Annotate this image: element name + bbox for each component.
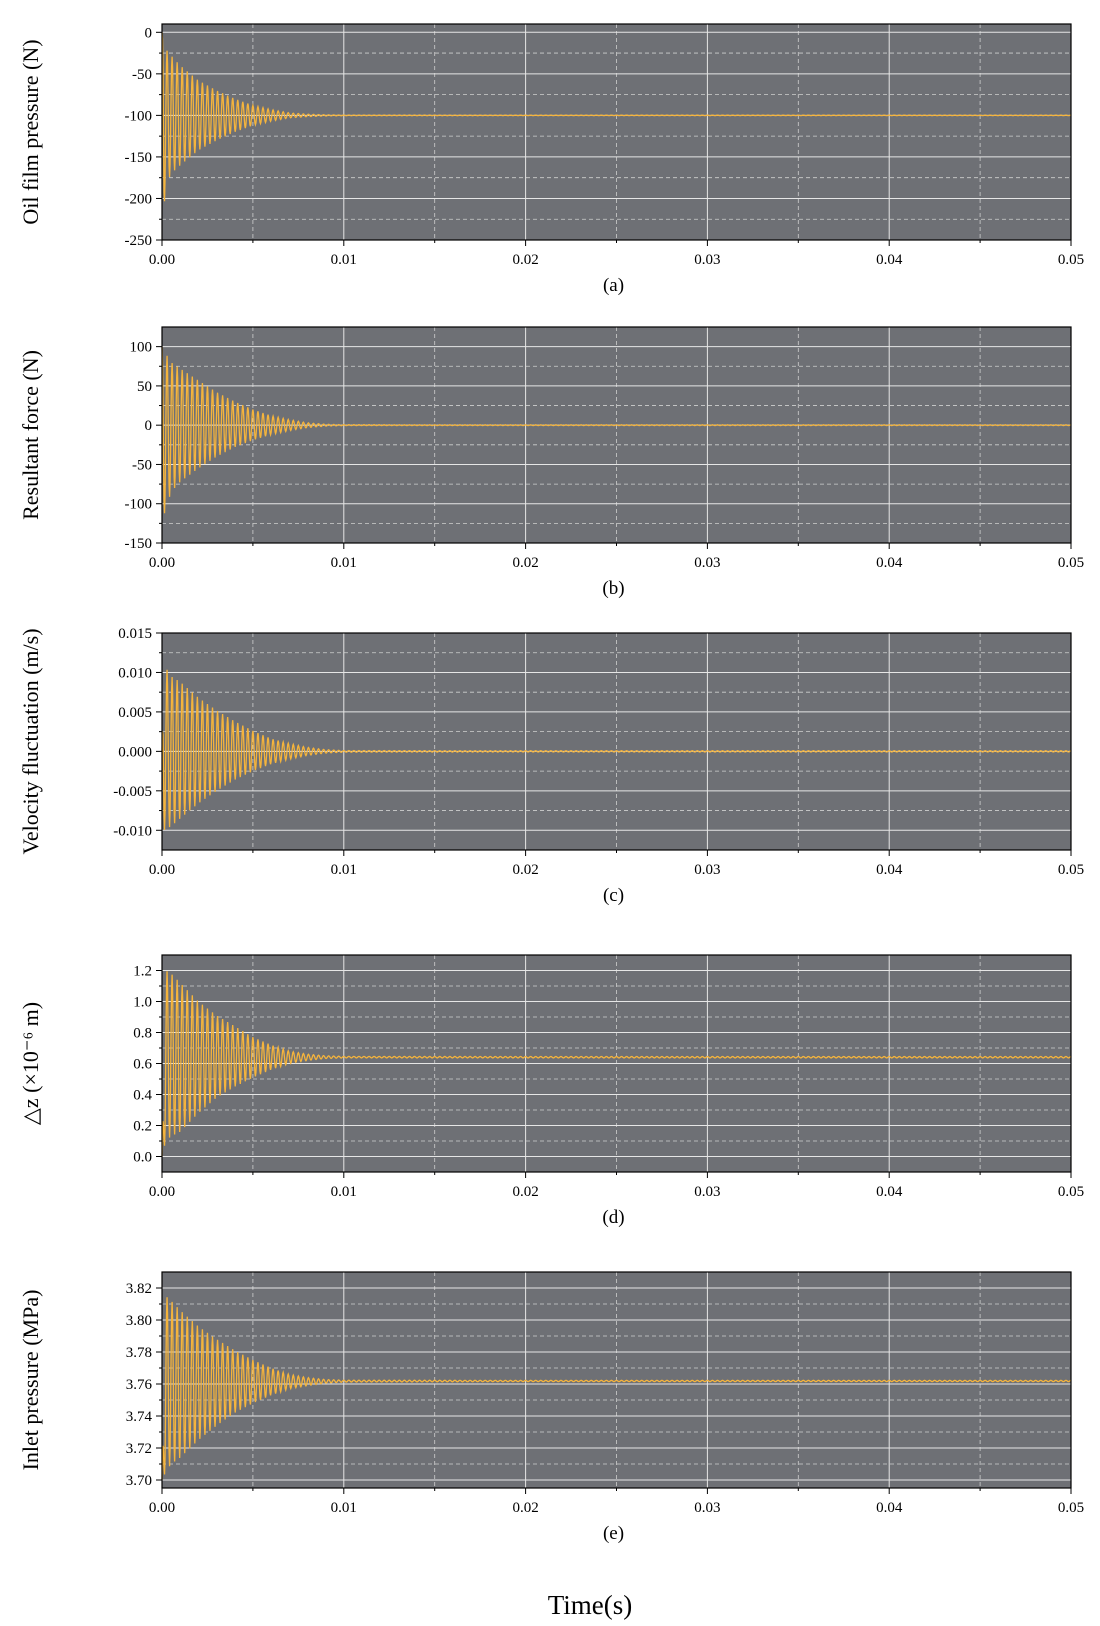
x-tick-label: 0.04 (876, 1500, 903, 1516)
panel-caption: (c) (603, 885, 624, 906)
y-tick-label: 0.4 (133, 1088, 152, 1104)
y-tick-label: 0.0 (133, 1150, 152, 1166)
y-tick-label: -0.010 (113, 823, 152, 839)
x-tick-label: 0.03 (694, 1184, 720, 1200)
series-line (161, 669, 1072, 830)
x-tick-label: 0.00 (149, 252, 175, 268)
y-axis-label: Oil film pressure (N) (18, 39, 43, 224)
x-tick-label: 0.01 (331, 555, 357, 571)
y-tick-label: 0.2 (133, 1119, 152, 1135)
x-tick-label: 0.05 (1058, 1500, 1084, 1516)
x-tick-label: 0.05 (1058, 862, 1084, 878)
chart-panel-a: 0.00 0.01 0.02 0.03 0.04 0.05 0 -50 -100 -150 -200… (18, 23, 1084, 296)
x-tick-label: 0.03 (694, 555, 720, 571)
panel-caption: (b) (602, 578, 624, 599)
series-line (161, 1297, 1072, 1481)
chart-panel-e: 0.00 0.01 0.02 0.03 0.04 0.05 3.82 3.80 3.78 3.76… (18, 1271, 1084, 1544)
x-tick-label: 0.02 (512, 1500, 538, 1516)
y-tick-label: -50 (132, 67, 152, 83)
y-tick-label: 3.70 (126, 1473, 152, 1489)
x-tick-label: 0.00 (149, 1500, 175, 1516)
panel-caption: (d) (602, 1207, 624, 1228)
y-tick-label: -150 (125, 536, 153, 552)
y-tick-label: 0.015 (118, 626, 152, 642)
x-tick-label: 0.02 (512, 862, 538, 878)
y-tick-label: 0.000 (118, 744, 152, 760)
y-tick-label: 1.2 (133, 964, 152, 980)
series-line (161, 346, 1072, 514)
y-tick-label: 1.0 (133, 995, 152, 1011)
x-tick-label: 0.05 (1058, 555, 1084, 571)
x-tick-label: 0.03 (694, 1500, 720, 1516)
x-tick-label: 0.00 (149, 862, 175, 878)
chart-panel-b: 0.00 0.01 0.02 0.03 0.04 0.05 100 50 0 -50 -100 -15… (18, 326, 1084, 599)
y-axis-label: Inlet pressure (MPa) (18, 1290, 43, 1471)
y-tick-label: -50 (132, 457, 152, 473)
panel-caption: (e) (603, 1523, 624, 1544)
x-tick-label: 0.02 (512, 252, 538, 268)
series-line (161, 32, 1072, 202)
x-tick-label: 0.05 (1058, 252, 1084, 268)
x-tick-label: 0.00 (149, 555, 175, 571)
y-tick-label: 3.74 (126, 1409, 153, 1425)
y-tick-label: 3.82 (126, 1281, 152, 1297)
x-tick-label: 0.02 (512, 1184, 538, 1200)
y-tick-label: 0.8 (133, 1026, 152, 1042)
panel-caption: (a) (603, 275, 624, 296)
y-axis-label: △z (×10⁻⁶ m) (18, 1002, 43, 1125)
y-tick-label: 3.76 (126, 1377, 153, 1393)
x-tick-label: 0.04 (876, 555, 903, 571)
chart-panel-d: 0.00 0.01 0.02 0.03 0.04 0.05 1.2 1.0 0.8 0.6 0.4 0… (18, 954, 1084, 1228)
x-tick-label: 0.05 (1058, 1184, 1084, 1200)
chart-panel-c: 0.00 0.01 0.02 0.03 0.04 0.05 0.015 0.010 0.005 0… (18, 626, 1084, 906)
y-tick-label: -100 (125, 108, 153, 124)
y-tick-label: 50 (137, 379, 152, 395)
y-tick-label: -0.005 (113, 784, 152, 800)
y-tick-label: 0.010 (118, 665, 152, 681)
y-tick-label: 0 (145, 25, 153, 41)
y-tick-label: 0.6 (133, 1057, 152, 1073)
x-tick-label: 0.04 (876, 252, 903, 268)
y-tick-label: 100 (130, 340, 153, 356)
x-tick-label: 0.01 (331, 1184, 357, 1200)
y-tick-label: -200 (125, 191, 153, 207)
x-tick-label: 0.02 (512, 555, 538, 571)
x-axis-label: Time(s) (548, 1590, 633, 1620)
x-tick-label: 0.03 (694, 862, 720, 878)
series-line (161, 971, 1072, 1157)
y-tick-label: 3.78 (126, 1345, 152, 1361)
x-tick-label: 0.04 (876, 862, 903, 878)
x-tick-label: 0.01 (331, 1500, 357, 1516)
x-tick-label: 0.01 (331, 862, 357, 878)
y-tick-label: 3.72 (126, 1441, 152, 1457)
x-tick-label: 0.01 (331, 252, 357, 268)
y-tick-label: -100 (125, 497, 153, 513)
x-tick-label: 0.04 (876, 1184, 903, 1200)
y-tick-label: 0.005 (118, 705, 152, 721)
y-tick-label: -150 (125, 150, 153, 166)
y-tick-label: -250 (125, 233, 153, 249)
y-axis-label: Resultant force (N) (18, 350, 43, 520)
y-tick-label: 0 (145, 418, 153, 434)
y-axis-label: Velocity fluctuation (m/s) (18, 628, 43, 854)
y-tick-label: 3.80 (126, 1313, 152, 1329)
x-tick-label: 0.03 (694, 252, 720, 268)
x-tick-label: 0.00 (149, 1184, 175, 1200)
